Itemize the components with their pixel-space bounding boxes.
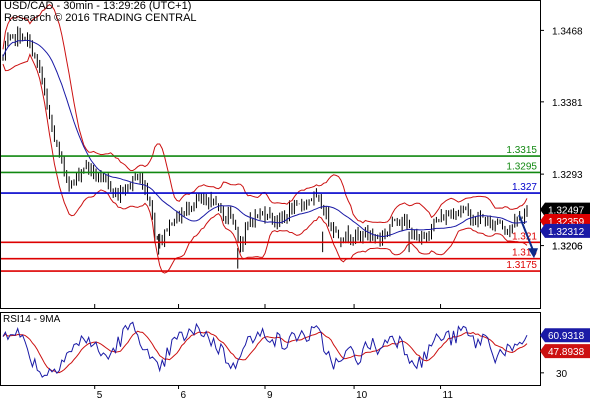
rsi-panel-title: RSI14 - 9MA <box>3 314 61 325</box>
rsi-panel-frame <box>0 312 541 386</box>
rsi-value-tag-rsi: 60.9318 <box>540 328 590 343</box>
price-panel-frame <box>0 0 541 309</box>
bollinger-upper-line <box>2 3 528 224</box>
chart-header-line2: Research © 2016 TRADING CENTRAL <box>4 12 197 24</box>
price-value-tag-label-sma: 1.32359 <box>548 217 585 228</box>
xtick-label-0: 5 <box>97 390 103 400</box>
xtick-label-2: 9 <box>267 390 273 400</box>
chart-header-line1: USD/CAD - 30min - 13:29:26 (UTC+1) <box>4 0 192 12</box>
level-label-4: 1.319 <box>512 248 537 259</box>
rsi-value-tag-label-rsi_ma: 47.8938 <box>548 347 585 358</box>
price-value-tag-label-bb: 1.32312 <box>548 227 585 238</box>
level-label-1: 1.3295 <box>506 161 537 172</box>
rsi-ytick-label-0: 30 <box>556 369 568 380</box>
bollinger-lower-line <box>2 53 528 274</box>
price-value-tag-bb: 1.32312 <box>540 223 590 238</box>
price-value-tag-last_price: 1.32497 <box>540 202 590 217</box>
level-label-3: 1.321 <box>512 231 537 242</box>
price-value-tag-bg-last_price <box>540 202 590 217</box>
price-ytick-label-3: 1.3206 <box>552 242 583 253</box>
price-ytick-label-1: 1.3381 <box>552 98 583 109</box>
forecast-arrow-head <box>528 248 538 259</box>
xtick-label-1: 6 <box>181 390 187 400</box>
xtick-label-3: 10 <box>356 390 368 400</box>
price-value-tag-axis-3: 1.3206 <box>552 242 583 253</box>
rsi-line <box>2 321 528 378</box>
price-ytick-label-0: 1.3468 <box>552 26 583 37</box>
price-ytick-label-2: 1.3293 <box>552 170 583 181</box>
rsi-value-tag-bg-rsi_ma <box>540 344 590 359</box>
price-value-tag-bg-bb <box>540 223 590 238</box>
rsi-value-tag-bg-rsi <box>540 328 590 343</box>
sma-line <box>2 39 528 238</box>
rsi-value-tag-rsi_ma: 47.8938 <box>540 344 590 359</box>
level-label-2: 1.327 <box>512 182 537 193</box>
xtick-label-4: 11 <box>443 390 454 400</box>
level-label-0: 1.3315 <box>506 145 537 156</box>
level-label-5: 1.3175 <box>506 260 537 271</box>
rsi-value-tag-label-rsi: 60.9318 <box>548 331 585 342</box>
candles-group <box>2 26 528 269</box>
forecast-arrow-shaft <box>518 214 534 251</box>
price-value-tag-label-last_price: 1.32497 <box>548 206 585 217</box>
